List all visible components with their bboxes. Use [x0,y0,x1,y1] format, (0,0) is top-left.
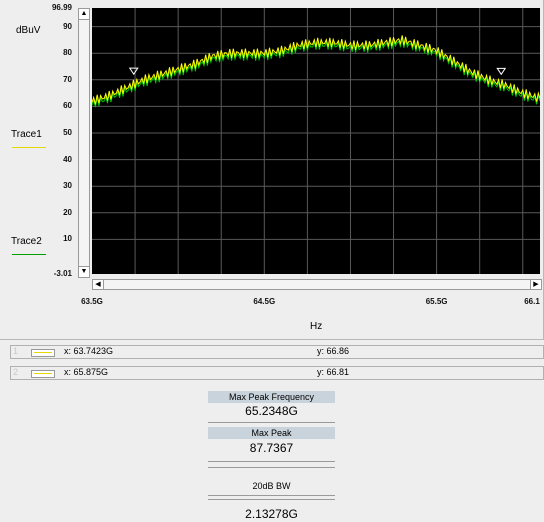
separator [208,422,335,423]
marker-x-value: x: 65.875G [64,367,109,377]
series-line-trace1 [92,35,540,105]
plot-background [92,8,540,274]
y-tick-label: 20 [63,207,72,217]
legend-trace1-label: Trace1 [11,129,42,140]
y-tick-label: 50 [63,128,72,137]
x-tick-label: 65.5G [425,297,448,306]
marker-row-1[interactable]: 1 x: 63.7423G y: 66.86 [10,345,544,359]
marker-2[interactable] [496,67,507,76]
y-tick-label: -3.01 [53,269,72,278]
marker-color-swatch[interactable] [31,349,55,357]
marker-y-value: y: 66.86 [317,346,350,356]
marker-1[interactable] [128,67,139,76]
y-tick-label: 96.99 [51,3,72,12]
legend-trace2-line [12,254,46,255]
series-line-trace2 [92,37,540,108]
bw-value: 2.13278G [245,507,298,521]
marker-color-swatch[interactable] [31,370,55,378]
marker-index: 2 [13,367,19,377]
scroll-up-icon[interactable]: ▲ [79,9,89,20]
y-tick-label: 80 [63,48,72,58]
max-peak-frequency-value: 65.2348G [245,404,298,418]
separator [208,467,335,468]
max-peak-frequency-label: Max Peak Frequency [208,391,335,403]
horizontal-scrollbar[interactable]: ◀ ▶ [92,279,542,290]
y-tick-label: 10 [63,234,72,244]
max-peak-value: 87.7367 [249,441,294,455]
y-tick-label: 40 [63,154,72,164]
spectrum-plot [92,8,540,274]
x-axis-unit: Hz [310,321,323,332]
vertical-scrollbar[interactable]: ▲ ▼ [78,8,90,278]
separator [208,499,335,500]
x-tick-label: 64.5G [253,297,276,306]
separator [208,495,335,496]
marker-row-2[interactable]: 2 x: 65.875G y: 66.81 [10,366,544,380]
scroll-down-icon[interactable]: ▼ [79,266,89,277]
scroll-left-icon[interactable]: ◀ [93,280,104,289]
plot-markers [128,67,507,76]
x-tick-label: 63.5G [81,297,103,306]
separator [208,461,335,462]
y-tick-label: 90 [63,21,72,31]
plot-series [92,35,540,108]
legend-trace1-line [12,147,46,148]
marker-x-value: x: 63.7423G [64,346,114,356]
x-tick-label: 66.1 [524,297,540,306]
y-tick-label: 60 [63,101,72,111]
legend-trace2-label: Trace2 [11,236,42,247]
marker-y-value: y: 66.81 [317,367,350,377]
max-peak-label: Max Peak [208,427,335,439]
y-tick-label: 70 [63,74,72,84]
y-axis-unit: dBuV [16,25,41,36]
scroll-right-icon[interactable]: ▶ [530,280,541,289]
marker-index: 1 [13,346,19,356]
bw-label: 20dB BW [252,481,291,491]
y-tick-label: 30 [63,181,72,191]
